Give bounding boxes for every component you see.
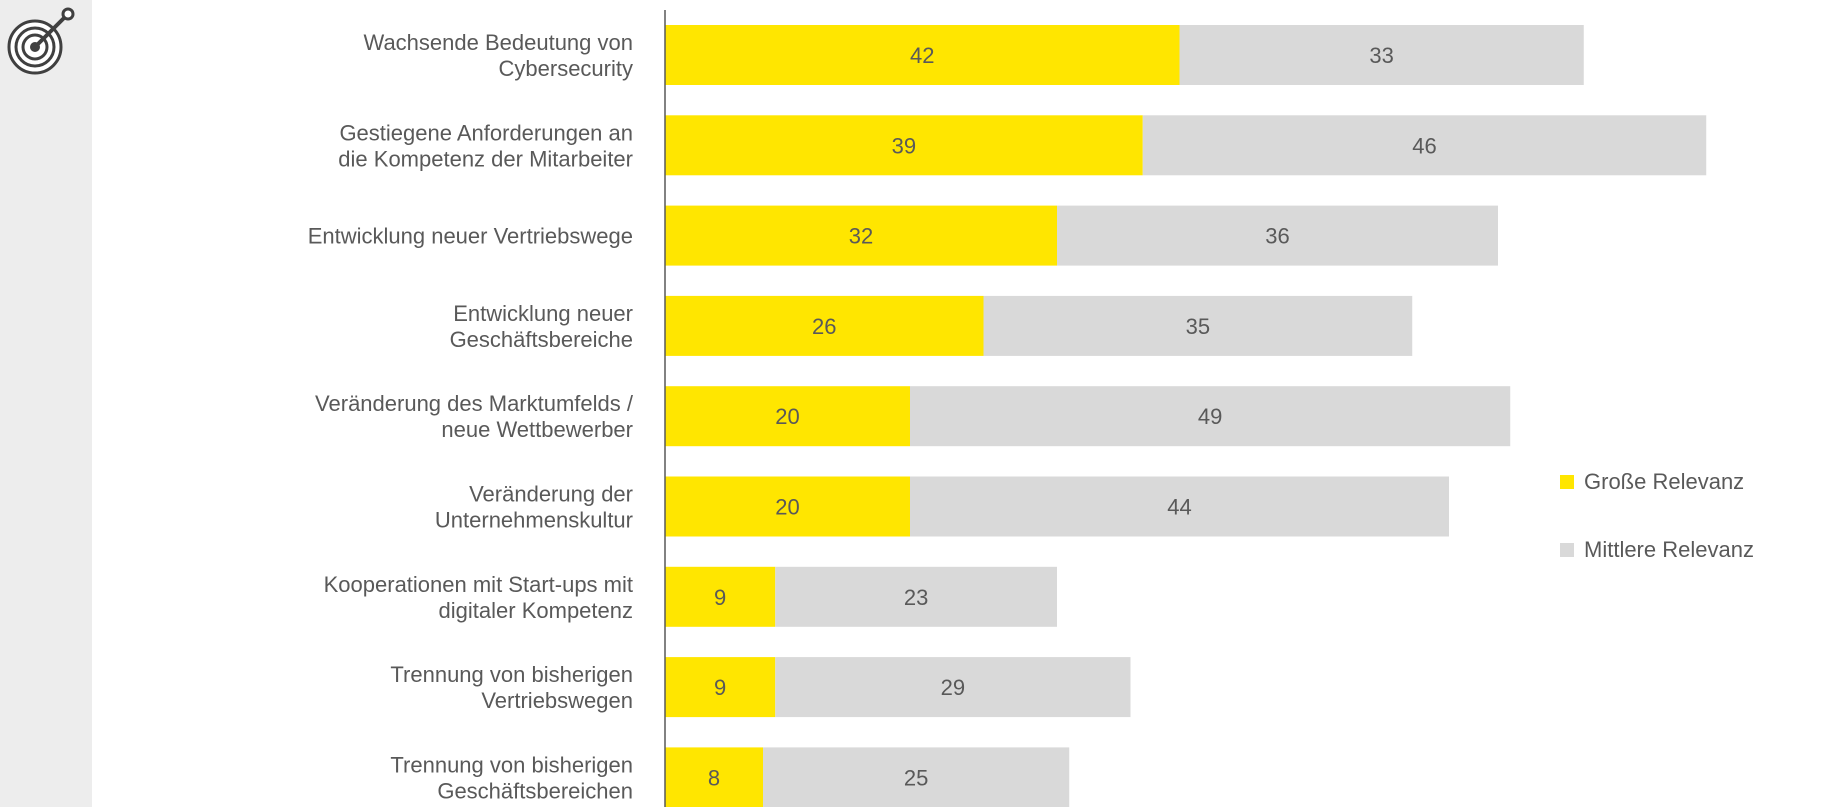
- side-panel: [0, 0, 92, 807]
- data-label: 46: [1412, 133, 1436, 158]
- legend-label: Große Relevanz: [1584, 469, 1744, 494]
- data-label: 33: [1369, 43, 1393, 68]
- category-label: die Kompetenz der Mitarbeiter: [338, 146, 633, 171]
- bar-segment-grosse-relevanz: [665, 115, 1143, 176]
- bar-segment-mittlere-relevanz: [775, 657, 1131, 718]
- bar-segment-grosse-relevanz: [665, 657, 776, 718]
- bar-segment-grosse-relevanz: [665, 566, 776, 627]
- data-label: 8: [708, 765, 720, 790]
- data-label: 9: [714, 585, 726, 610]
- bar-segment-mittlere-relevanz: [983, 295, 1413, 356]
- data-label: 42: [910, 43, 934, 68]
- data-label: 23: [904, 585, 928, 610]
- legend-swatch: [1560, 543, 1574, 557]
- data-label: 9: [714, 675, 726, 700]
- category-label: Geschäftsbereichen: [437, 778, 633, 803]
- bar-segment-grosse-relevanz: [665, 386, 910, 447]
- category-label: Veränderung des Marktumfelds /: [315, 391, 634, 416]
- category-label: Geschäftsbereiche: [450, 327, 633, 352]
- category-label: Veränderung der: [469, 482, 633, 507]
- data-label: 26: [812, 314, 836, 339]
- category-label: Wachsende Bedeutung von: [364, 30, 634, 55]
- legend-swatch: [1560, 475, 1574, 489]
- legend-label: Mittlere Relevanz: [1584, 537, 1754, 562]
- bar-segment-mittlere-relevanz: [910, 476, 1449, 537]
- bar-segment-grosse-relevanz: [665, 205, 1057, 266]
- data-label: 39: [892, 133, 916, 158]
- data-label: 20: [775, 495, 799, 520]
- category-label: Kooperationen mit Start-ups mit: [324, 572, 633, 597]
- data-label: 49: [1198, 404, 1222, 429]
- category-label: Trennung von bisherigen: [390, 662, 633, 687]
- category-label: Entwicklung neuer: [453, 301, 633, 326]
- data-label: 35: [1186, 314, 1210, 339]
- bar-segment-mittlere-relevanz: [910, 386, 1511, 447]
- bar-segment-mittlere-relevanz: [1179, 25, 1584, 85]
- data-label: 25: [904, 765, 928, 790]
- category-label: Gestiegene Anforderungen an: [339, 120, 633, 145]
- category-label: neue Wettbewerber: [441, 417, 633, 442]
- bar-segment-mittlere-relevanz: [775, 566, 1057, 627]
- bar-segment-mittlere-relevanz: [1142, 115, 1707, 176]
- bar-segment-mittlere-relevanz: [1057, 205, 1498, 266]
- bar-segment-grosse-relevanz: [665, 747, 763, 807]
- category-label: Cybersecurity: [499, 56, 633, 81]
- data-label: 29: [941, 675, 965, 700]
- category-label: Unternehmenskultur: [435, 508, 633, 533]
- target-icon: [7, 7, 75, 75]
- category-label: Entwicklung neuer Vertriebswege: [308, 224, 633, 249]
- bar-segment-grosse-relevanz: [665, 295, 984, 356]
- data-label: 44: [1167, 495, 1191, 520]
- data-label: 36: [1265, 224, 1289, 249]
- category-label: Vertriebswegen: [481, 688, 633, 713]
- data-label: 32: [849, 224, 873, 249]
- category-label: Trennung von bisherigen: [390, 752, 633, 777]
- bar-segment-grosse-relevanz: [665, 25, 1180, 85]
- data-label: 20: [775, 404, 799, 429]
- bar-segment-mittlere-relevanz: [763, 747, 1070, 807]
- category-label: digitaler Kompetenz: [439, 598, 633, 623]
- bar-segment-grosse-relevanz: [665, 476, 910, 537]
